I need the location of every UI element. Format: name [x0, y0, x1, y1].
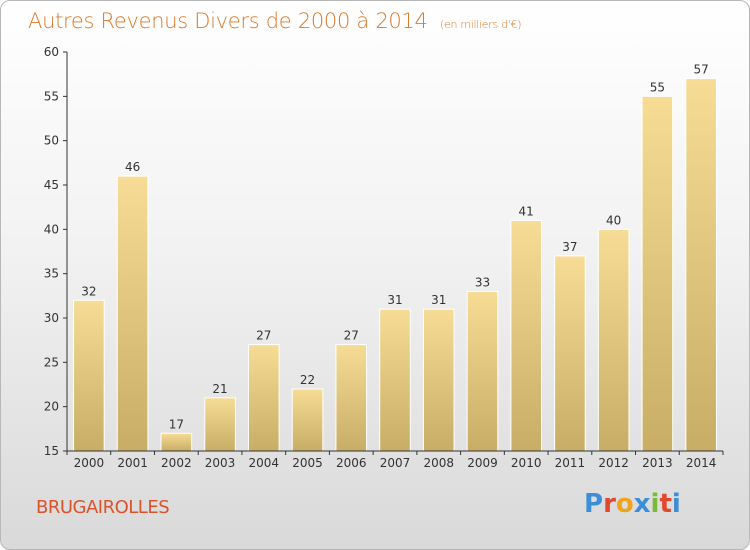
logo-letter: x [633, 489, 651, 519]
x-tick-label: 2011 [555, 456, 586, 470]
logo-letter: i [650, 489, 660, 519]
x-tick-label: 2001 [117, 456, 148, 470]
y-tick-label: 35 [44, 267, 59, 281]
y-tick-label: 20 [44, 400, 59, 414]
x-tick-label: 2006 [336, 456, 367, 470]
data-label: 37 [562, 240, 577, 254]
data-label: 22 [300, 373, 315, 387]
bar [291, 388, 324, 452]
data-label: 40 [606, 213, 621, 227]
bar [554, 255, 586, 452]
logo-letter: i [671, 489, 681, 519]
proxiti-logo: Proxiti [584, 489, 681, 519]
y-tick-label: 45 [44, 178, 59, 192]
x-tick-label: 2013 [642, 456, 673, 470]
y-tick-label: 25 [44, 355, 59, 369]
data-label: 31 [387, 293, 402, 307]
y-tick-label: 55 [44, 89, 59, 103]
logo-letter: r [603, 489, 616, 519]
logo-letter: P [584, 489, 604, 519]
chart-title-main: Autres Revenus Divers de 2000 à 2014 [28, 9, 428, 33]
x-tick-label: 2012 [598, 456, 629, 470]
data-label: 33 [475, 275, 490, 289]
y-tick-label: 15 [44, 444, 59, 458]
x-tick-label: 2007 [380, 456, 411, 470]
data-label: 32 [81, 284, 96, 298]
x-tick-label: 2003 [205, 456, 236, 470]
bar [116, 175, 149, 452]
data-label: 46 [125, 160, 140, 174]
data-label: 27 [256, 329, 271, 343]
bar [641, 95, 674, 452]
y-tick-label: 30 [44, 311, 59, 325]
chart-title: Autres Revenus Divers de 2000 à 2014 (en… [28, 9, 521, 33]
x-tick-label: 2000 [74, 456, 105, 470]
y-tick-label: 60 [44, 45, 59, 59]
x-tick-label: 2008 [423, 456, 454, 470]
bar [379, 308, 411, 452]
data-label: 27 [344, 329, 359, 343]
logo-letter: t [659, 489, 672, 519]
bar [247, 344, 280, 452]
x-tick-label: 2014 [686, 456, 717, 470]
bar [335, 344, 368, 452]
data-label: 55 [650, 80, 665, 94]
x-tick-label: 2009 [467, 456, 498, 470]
data-label: 57 [693, 63, 708, 77]
chart-title-unit: (en milliers d'€) [440, 18, 522, 31]
bar [685, 78, 717, 452]
axes-group: 15 20 25 30 35 40 45 50 55 60 2000 2001 2002 2003 2004… [44, 45, 724, 470]
y-tick-label: 50 [44, 134, 59, 148]
data-label: 31 [431, 293, 446, 307]
data-label: 21 [212, 382, 227, 396]
x-tick-label: 2010 [511, 456, 542, 470]
bar [160, 432, 193, 452]
x-tick-label: 2002 [161, 456, 192, 470]
data-label: 17 [169, 417, 184, 431]
x-tick-label: 2005 [292, 456, 323, 470]
bars-group: 32 46 17 21 27 22 27 31 31 33 41 37 40 55 57 [73, 63, 717, 452]
bar [422, 308, 455, 452]
bar [466, 290, 499, 452]
commune-name: BRUGAIROLLES [36, 497, 170, 518]
bar [510, 219, 543, 452]
bar [73, 299, 105, 452]
bar [204, 397, 236, 452]
x-tick-label: 2004 [249, 456, 280, 470]
logo-letter: o [615, 489, 634, 519]
y-tick-label: 40 [44, 222, 59, 236]
data-label: 41 [519, 204, 534, 218]
bar [597, 228, 630, 452]
